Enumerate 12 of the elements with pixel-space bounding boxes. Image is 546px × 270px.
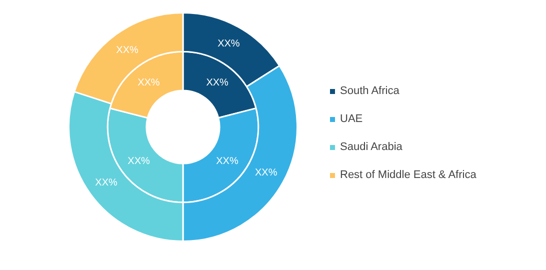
data-label: XX% <box>95 177 118 188</box>
data-label: XX% <box>254 167 278 178</box>
legend-label: UAE <box>340 112 363 126</box>
data-label: XX% <box>216 156 238 168</box>
legend-label: Saudi Arabia <box>340 140 402 154</box>
legend-label: South Africa <box>340 84 400 98</box>
data-label: XX% <box>128 156 150 168</box>
data-label: XX% <box>116 45 138 56</box>
legend-label: Rest of Middle East & Africa <box>340 168 476 182</box>
data-label: XX% <box>218 38 240 50</box>
data-label: XX% <box>206 78 229 89</box>
data-label: XX% <box>138 78 160 89</box>
